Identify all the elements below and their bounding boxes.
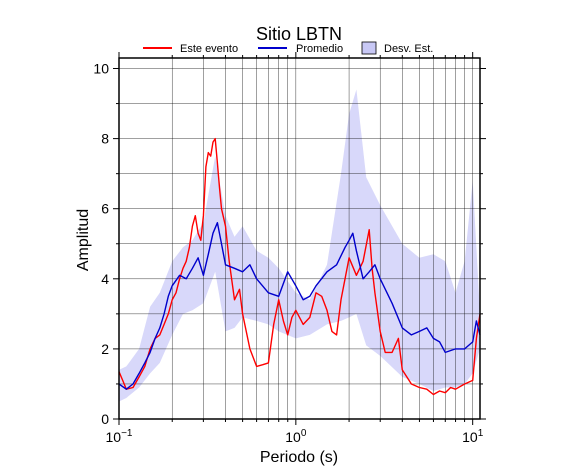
- legend-swatch-desv-est: [361, 41, 377, 55]
- legend-label-este-evento: Este evento: [180, 43, 238, 55]
- x-tick-label: 10−1: [106, 428, 133, 445]
- plot-frame: [118, 57, 481, 420]
- x-tick-label: 101: [462, 428, 484, 445]
- legend-label-promedio: Promedio: [296, 43, 343, 55]
- y-tick-label: 0: [101, 411, 109, 427]
- legend: Este evento Promedio Desv. Est.: [143, 41, 433, 55]
- series-line-promedio: [118, 221, 481, 390]
- y-tick-label: 6: [101, 201, 109, 217]
- y-axis-label: Amplitud: [75, 209, 92, 271]
- legend-label-desv-est: Desv. Est.: [384, 43, 433, 55]
- y-tick-label: 2: [101, 341, 109, 357]
- x-tick-label: 100: [285, 428, 307, 445]
- y-tick-label: 4: [101, 271, 109, 287]
- chart-title: Sitio LBTN: [256, 24, 342, 44]
- std-dev-band: [119, 89, 480, 402]
- y-tick-label: 10: [93, 61, 109, 77]
- x-axis-label: Periodo (s): [260, 449, 338, 466]
- y-tick-label: 8: [101, 131, 109, 147]
- series-line-este-evento: [118, 137, 481, 396]
